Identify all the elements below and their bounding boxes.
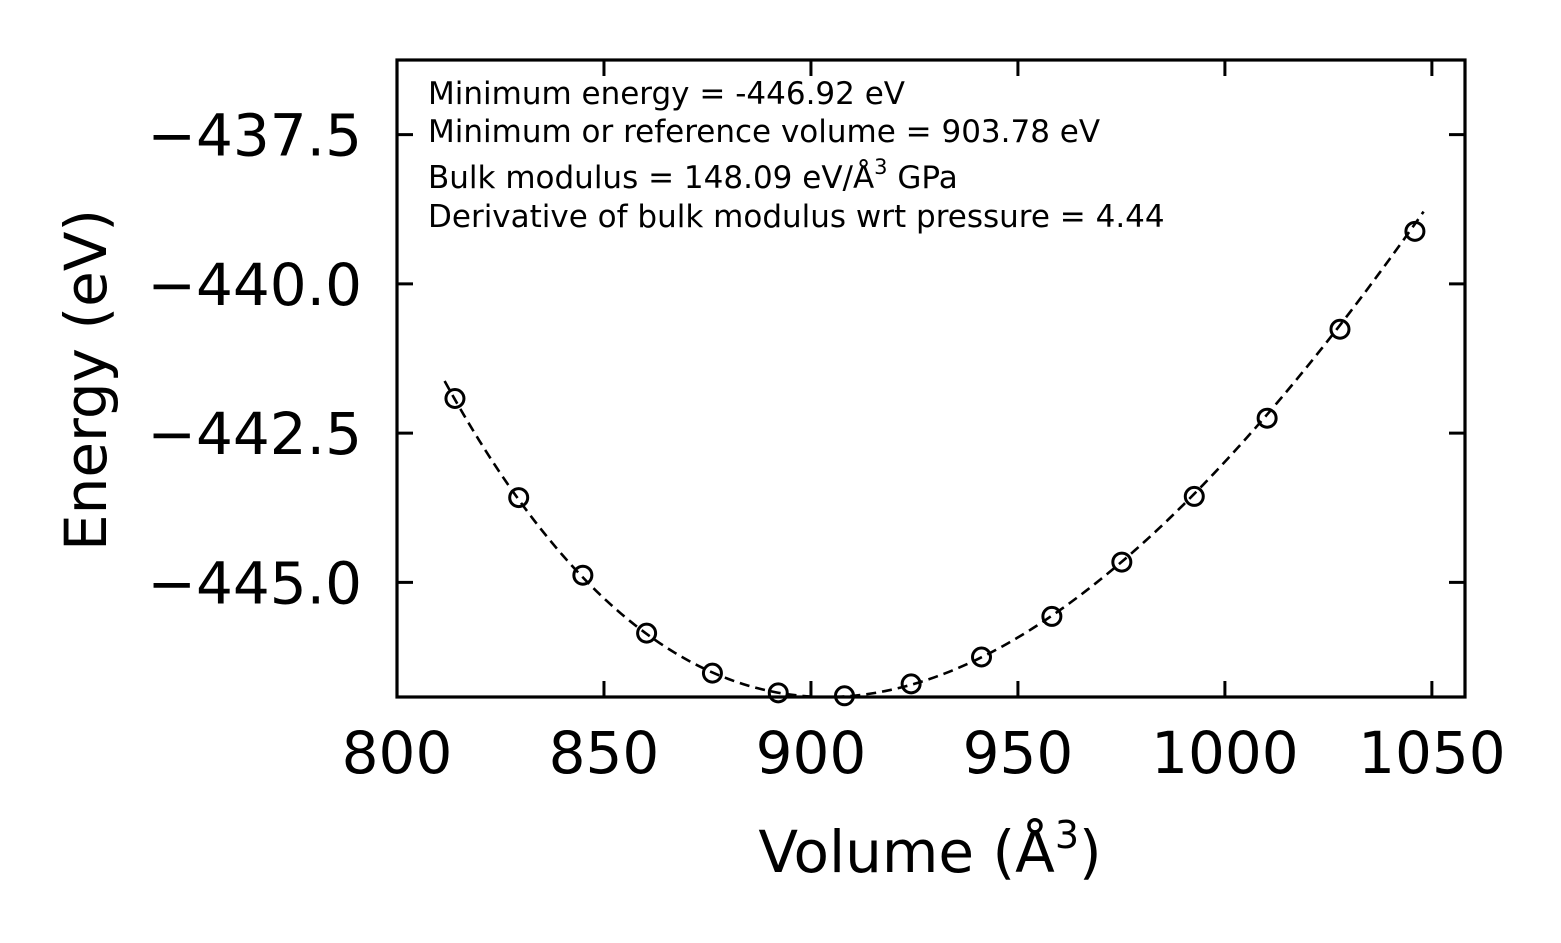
data-point xyxy=(444,387,466,409)
x-axis-title: Volume (Å3) xyxy=(758,813,1101,886)
x-tick-label: 900 xyxy=(756,719,867,787)
x-tick-label: 850 xyxy=(549,719,660,787)
data-point xyxy=(1111,551,1133,573)
annotation-ref-volume: Minimum or reference volume = 903.78 eV xyxy=(428,114,1100,150)
data-point xyxy=(508,487,530,509)
data-point xyxy=(900,673,922,695)
data-point xyxy=(971,646,993,668)
fit-layer xyxy=(443,210,1425,699)
x-tick-label: 950 xyxy=(963,719,1074,787)
points-layer xyxy=(444,220,1426,707)
annotation-box: Minimum energy = -446.92 eV Minimum or r… xyxy=(428,76,1165,235)
x-tick-label: 800 xyxy=(342,719,453,787)
data-point xyxy=(1256,407,1278,429)
data-point xyxy=(1404,220,1426,242)
x-tick-label: 1050 xyxy=(1358,719,1506,787)
x-tick-label: 1000 xyxy=(1151,719,1299,787)
data-point xyxy=(572,564,594,586)
y-tick-label: −442.5 xyxy=(147,400,362,468)
data-point xyxy=(1041,605,1063,627)
data-point xyxy=(636,622,658,644)
data-point xyxy=(1329,318,1351,340)
ticks-layer xyxy=(395,60,1465,697)
y-tick-labels: −437.5 −440.0 −442.5 −445.0 xyxy=(147,102,362,618)
annotation-bulk-modulus: Bulk modulus = 148.09 eV/Å3 GPa xyxy=(428,155,958,196)
y-axis-title: Energy (eV) xyxy=(52,209,120,551)
data-point xyxy=(1183,485,1205,507)
annotation-bulk-modulus-derivative: Derivative of bulk modulus wrt pressure … xyxy=(428,199,1165,235)
y-tick-label: −445.0 xyxy=(147,549,362,617)
y-tick-label: −437.5 xyxy=(147,102,362,170)
data-point xyxy=(767,682,789,704)
plot-frame xyxy=(395,58,1467,699)
y-tick-label: −440.0 xyxy=(147,251,362,319)
x-tick-labels: 800 850 900 950 1000 1050 xyxy=(342,719,1506,787)
annotation-min-energy: Minimum energy = -446.92 eV xyxy=(428,76,905,112)
fit-curve xyxy=(443,210,1425,699)
data-point xyxy=(701,662,723,684)
